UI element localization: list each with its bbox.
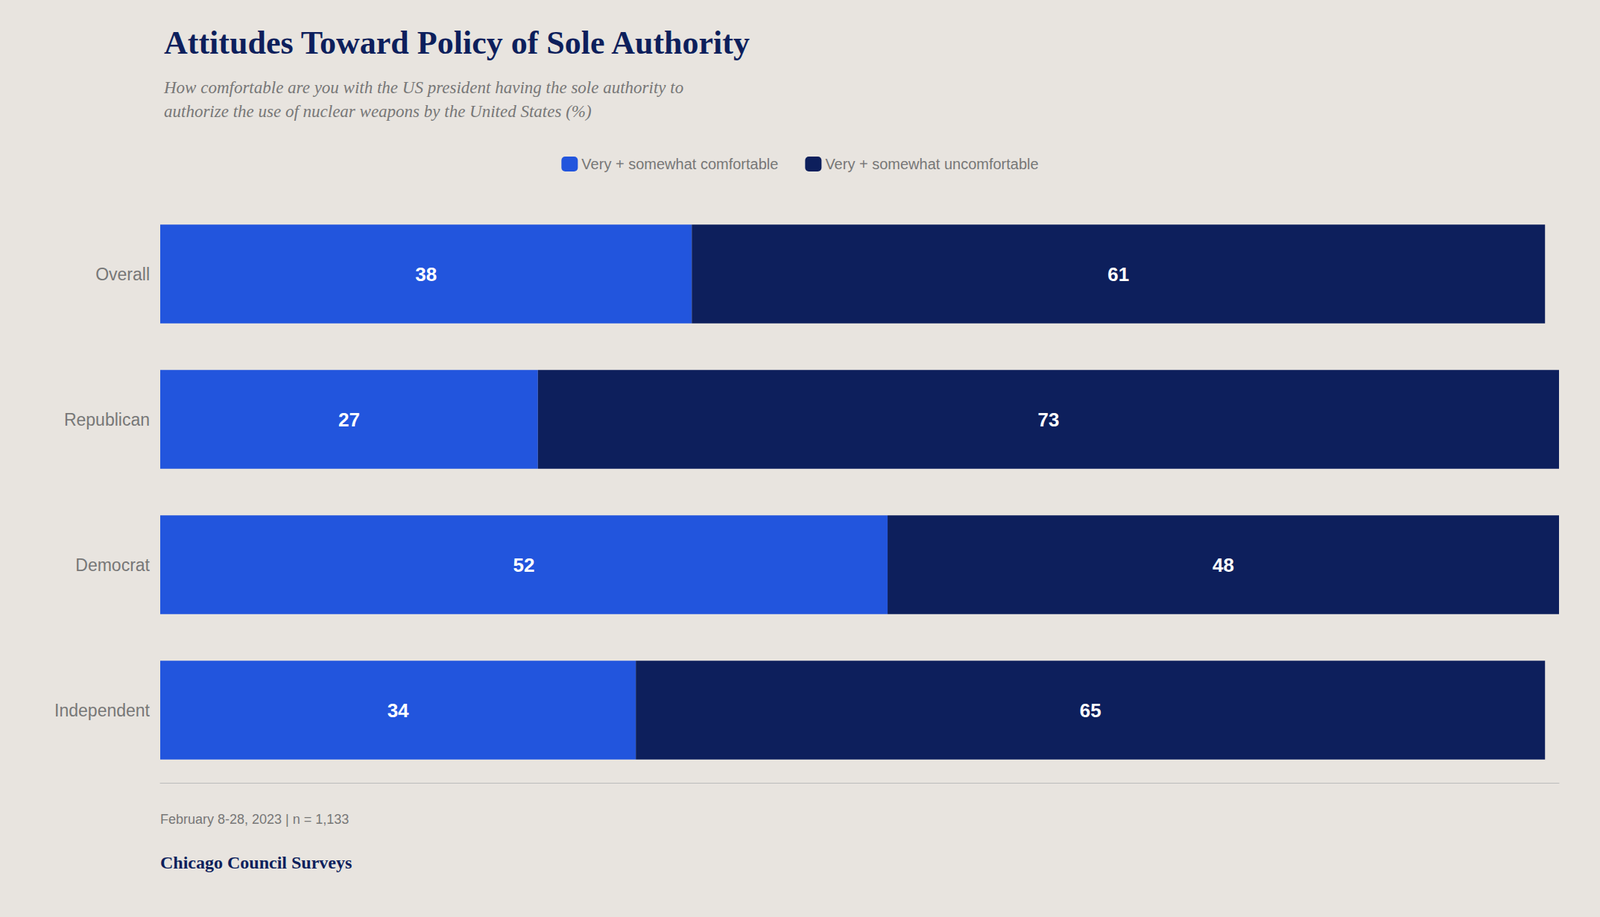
svg-text:authorize the use of nuclear w: authorize the use of nuclear weapons by …: [163, 102, 592, 121]
svg-text:52: 52: [513, 553, 536, 577]
svg-text:Republican: Republican: [64, 409, 150, 430]
svg-text:48: 48: [1212, 553, 1235, 577]
svg-text:Attitudes Toward Policy of Sol: Attitudes Toward Policy of Sole Authorit…: [163, 24, 750, 62]
svg-text:February 8-28, 2023 | n = 1,13: February 8-28, 2023 | n = 1,133: [160, 811, 349, 827]
svg-text:Very + somewhat uncomfortable: Very + somewhat uncomfortable: [824, 155, 1039, 173]
svg-text:How comfortable are you with t: How comfortable are you with the US pres…: [163, 78, 684, 97]
svg-text:65: 65: [1079, 699, 1102, 722]
svg-text:73: 73: [1037, 408, 1059, 431]
svg-text:Democrat: Democrat: [75, 555, 150, 575]
svg-text:61: 61: [1107, 263, 1130, 286]
svg-text:27: 27: [338, 408, 360, 431]
svg-text:34: 34: [387, 699, 410, 722]
svg-text:Very + somewhat comfortable: Very + somewhat comfortable: [581, 155, 779, 173]
svg-text:Overall: Overall: [95, 264, 150, 284]
svg-text:Chicago Council Surveys: Chicago Council Surveys: [160, 852, 352, 872]
svg-text:38: 38: [415, 263, 437, 286]
svg-text:Independent: Independent: [54, 700, 151, 720]
